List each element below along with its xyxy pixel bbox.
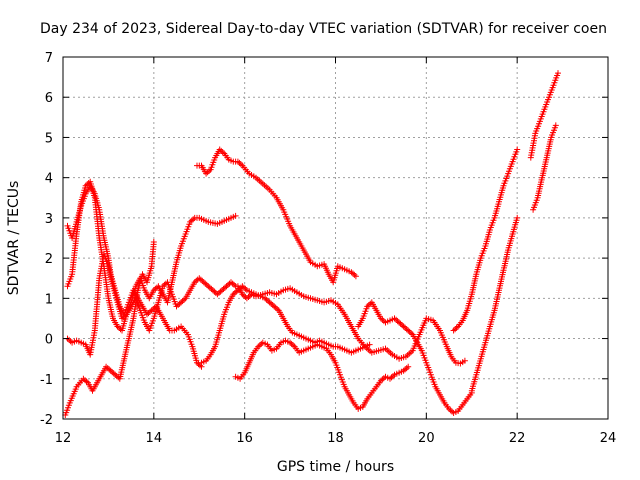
series-s13 (530, 122, 559, 213)
y-tick-label: -1 (40, 373, 53, 388)
grid-layer (63, 57, 608, 419)
y-tick-label: 6 (45, 91, 53, 106)
x-tick-label: 16 (236, 431, 253, 446)
series-s11 (468, 214, 521, 394)
data-point-marker (232, 212, 239, 219)
y-tick-label: -2 (40, 413, 53, 428)
y-tick-label: 2 (45, 252, 53, 267)
series-line (197, 148, 357, 284)
x-tick-label: 12 (55, 431, 72, 446)
data-layer (62, 70, 561, 418)
x-tick-label: 18 (327, 431, 344, 446)
series-s7 (198, 283, 373, 366)
y-tick-label: 0 (45, 333, 53, 348)
series-s3 (64, 178, 239, 334)
data-point-marker (514, 214, 521, 221)
series-s10 (450, 146, 521, 334)
x-tick-label: 14 (146, 431, 163, 446)
x-tick-label: 24 (600, 431, 617, 446)
data-point-marker (514, 146, 521, 153)
series-s9 (355, 299, 475, 416)
y-tick-label: 4 (45, 172, 53, 187)
y-axis-label: SDTVAR / TECUs (6, 181, 22, 296)
data-point-marker (555, 70, 561, 77)
x-tick-label: 22 (509, 431, 526, 446)
chart-title: Day 234 of 2023, Sidereal Day-to-day VTE… (40, 21, 607, 37)
y-tick-label: 1 (45, 292, 53, 307)
x-axis-label: GPS time / hours (277, 459, 394, 475)
x-tick-label: 20 (418, 431, 435, 446)
data-point-marker (461, 357, 468, 364)
series-line (235, 339, 409, 410)
series-s4 (64, 251, 239, 358)
series-line (66, 184, 202, 368)
data-point-marker (552, 122, 559, 129)
data-point-marker (366, 341, 373, 348)
data-point-marker (150, 239, 157, 245)
data-point-marker (352, 273, 359, 280)
series-s12 (527, 70, 561, 161)
series-s5 (194, 146, 359, 286)
series-s8 (232, 337, 412, 412)
y-tick-label: 3 (45, 212, 53, 227)
data-point-marker (405, 363, 412, 370)
y-tick-label: 5 (45, 131, 53, 146)
y-tick-label: 7 (45, 51, 53, 66)
